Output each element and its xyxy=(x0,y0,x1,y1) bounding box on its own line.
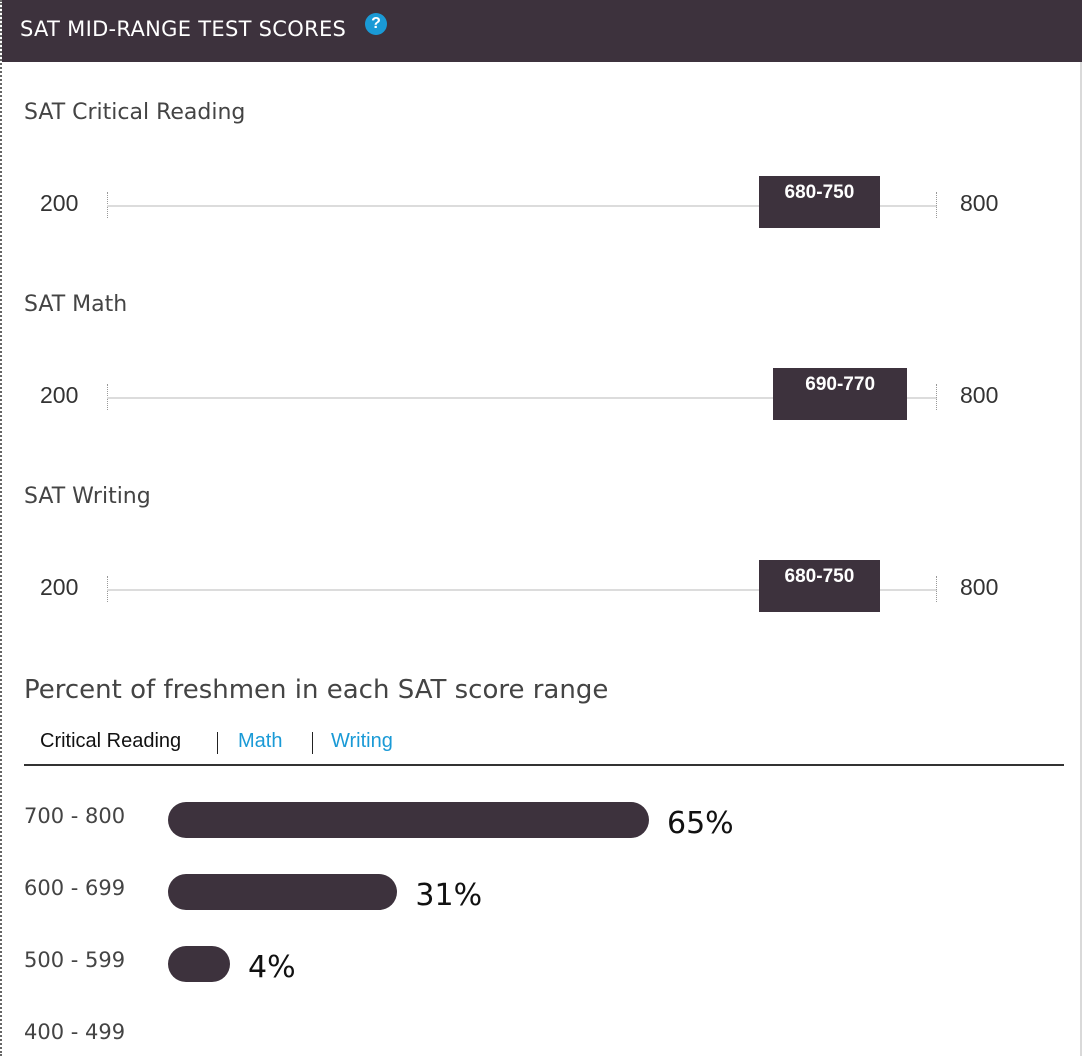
panel-title: SAT MID-RANGE TEST SCORES xyxy=(20,17,347,41)
scale-max: 800 xyxy=(960,382,999,408)
tick-right xyxy=(936,192,937,218)
percent-bar-600-699 xyxy=(168,874,398,910)
test-label-writing: SAT Writing xyxy=(24,484,151,509)
percent-label-600-699: 31% xyxy=(415,878,483,913)
score-range-box: 680-750 xyxy=(759,560,880,612)
tab-separator xyxy=(217,732,218,754)
test-label-math: SAT Math xyxy=(24,292,128,317)
tab-writing[interactable]: Writing xyxy=(331,730,393,752)
score-range-box: 690-770 xyxy=(772,368,908,420)
score-range-label: 680-750 xyxy=(784,182,855,203)
score-range-label: 680-750 xyxy=(784,566,855,587)
scale-min: 200 xyxy=(40,382,79,408)
range-label-600-699: 600 - 699 xyxy=(24,876,126,900)
scale-track xyxy=(107,589,937,591)
percent-bar-700-800 xyxy=(168,802,649,838)
range-label-500-599: 500 - 599 xyxy=(24,948,126,972)
scale-track xyxy=(107,397,937,399)
tab-critical-reading[interactable]: Critical Reading xyxy=(40,730,182,752)
tab-separator xyxy=(312,732,313,754)
score-range-box: 680-750 xyxy=(759,176,880,228)
percent-label-500-599: 4% xyxy=(248,950,296,985)
distribution-title: Percent of freshmen in each SAT score ra… xyxy=(24,675,609,705)
percent-bar-500-599 xyxy=(168,946,230,982)
score-range-math: 200 690-770 800 xyxy=(2,368,1082,428)
score-range-label: 690-770 xyxy=(805,374,876,395)
tabs-divider xyxy=(24,764,1064,766)
range-label-700-800: 700 - 800 xyxy=(24,804,126,828)
test-label-critical-reading: SAT Critical Reading xyxy=(24,100,246,125)
percent-label-700-800: 65% xyxy=(667,806,734,841)
scale-min: 200 xyxy=(40,574,79,600)
range-label-400-499: 400 - 499 xyxy=(24,1020,126,1044)
tab-math[interactable]: Math xyxy=(238,730,283,752)
scale-track xyxy=(107,205,937,207)
scale-max: 800 xyxy=(960,190,999,216)
tick-right xyxy=(936,384,937,410)
tick-right xyxy=(936,576,937,602)
scale-max: 800 xyxy=(960,574,999,600)
scale-min: 200 xyxy=(40,190,79,216)
question-icon[interactable]: ? xyxy=(365,13,387,35)
score-range-writing: 200 680-750 800 xyxy=(2,560,1082,620)
panel-header: SAT MID-RANGE TEST SCORES ? xyxy=(2,0,1082,62)
score-range-critical-reading: 200 680-750 800 xyxy=(2,176,1082,236)
